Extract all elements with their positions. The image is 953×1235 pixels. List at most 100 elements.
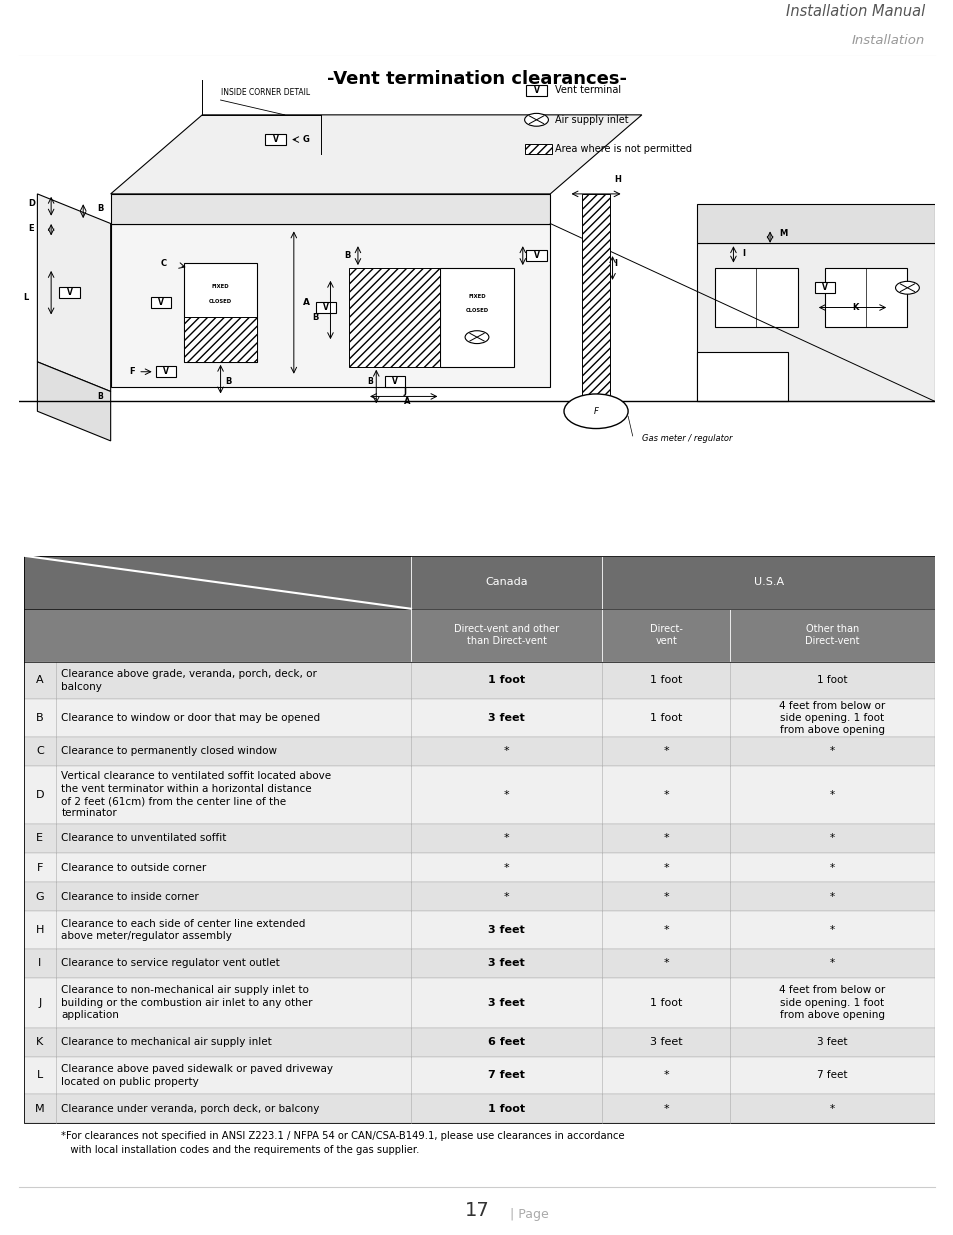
Text: CLOSED: CLOSED — [209, 299, 232, 304]
Text: 3 feet: 3 feet — [817, 1037, 847, 1047]
Bar — [411, 609, 601, 662]
Text: *: * — [662, 892, 668, 902]
Text: H: H — [614, 174, 620, 184]
Bar — [601, 609, 729, 662]
Text: 3 feet: 3 feet — [649, 1037, 681, 1047]
Text: *: * — [503, 746, 509, 756]
Text: Area where is not permitted: Area where is not permitted — [555, 144, 691, 154]
Text: 17: 17 — [464, 1202, 489, 1220]
Text: *: * — [503, 834, 509, 844]
Text: A: A — [36, 676, 44, 685]
Text: E: E — [36, 834, 43, 844]
Text: H: H — [35, 925, 44, 935]
Bar — [184, 263, 257, 362]
Text: *For clearances not specified in ANSI Z223.1 / NFPA 54 or CAN/CSA-B149.1, please: *For clearances not specified in ANSI Z2… — [61, 1131, 624, 1141]
Text: I: I — [614, 258, 617, 268]
Text: B: B — [97, 204, 103, 214]
Polygon shape — [37, 362, 111, 441]
Text: 3 feet: 3 feet — [488, 713, 524, 722]
Text: 7 feet: 7 feet — [817, 1071, 847, 1081]
Text: 1 foot: 1 foot — [649, 676, 681, 685]
Text: Direct-
vent: Direct- vent — [649, 625, 682, 646]
Text: J: J — [403, 387, 406, 396]
Text: G: G — [35, 892, 44, 902]
Text: Clearance to inside corner: Clearance to inside corner — [61, 892, 199, 902]
Text: INSIDE CORNER DETAIL: INSIDE CORNER DETAIL — [220, 88, 310, 96]
Text: V: V — [821, 283, 827, 293]
Text: Clearance under veranda, porch deck, or balcony: Clearance under veranda, porch deck, or … — [61, 1104, 319, 1114]
Text: OPERABLE: OPERABLE — [379, 314, 409, 319]
Text: J: J — [38, 998, 41, 1008]
Bar — [715, 268, 797, 327]
Text: Canada: Canada — [485, 577, 527, 588]
Text: *: * — [662, 862, 668, 873]
Bar — [24, 853, 934, 882]
Text: -Vent termination clearances-: -Vent termination clearances- — [327, 70, 626, 89]
Text: I: I — [741, 248, 745, 258]
Text: E: E — [29, 224, 33, 233]
Bar — [526, 85, 546, 95]
Text: A: A — [403, 396, 410, 406]
Bar — [440, 268, 513, 367]
Bar — [24, 609, 411, 662]
Text: V: V — [533, 85, 538, 95]
Text: Clearance to permanently closed window: Clearance to permanently closed window — [61, 746, 277, 756]
Text: V: V — [392, 377, 397, 387]
Text: F: F — [129, 367, 134, 377]
Text: D: D — [29, 199, 35, 209]
Text: Clearance to unventilated soffit: Clearance to unventilated soffit — [61, 834, 227, 844]
Text: V: V — [163, 367, 169, 377]
Text: *: * — [829, 925, 834, 935]
Text: *: * — [662, 746, 668, 756]
Text: Vent terminal: Vent terminal — [555, 85, 620, 95]
Bar — [411, 556, 601, 609]
Bar — [24, 882, 934, 911]
Text: 4 feet from below or
side opening. 1 foot
from above opening: 4 feet from below or side opening. 1 foo… — [779, 986, 884, 1020]
Bar — [349, 268, 440, 367]
Bar — [24, 766, 934, 824]
Text: 6 feet: 6 feet — [488, 1037, 525, 1047]
Bar — [265, 135, 285, 144]
Text: 3 feet: 3 feet — [488, 925, 524, 935]
Text: *: * — [829, 892, 834, 902]
Text: K: K — [36, 1037, 44, 1047]
Text: U.S.A: U.S.A — [753, 577, 783, 588]
Text: M: M — [779, 228, 786, 238]
Text: B: B — [367, 377, 373, 387]
Polygon shape — [696, 204, 934, 243]
Bar — [24, 1057, 934, 1094]
Text: B: B — [344, 251, 350, 261]
Bar — [581, 194, 609, 401]
Text: Installation: Installation — [851, 35, 924, 47]
Bar — [315, 303, 335, 312]
Text: C: C — [36, 746, 44, 756]
Bar — [155, 367, 175, 377]
Text: 3 feet: 3 feet — [488, 998, 524, 1008]
Text: *: * — [662, 1104, 668, 1114]
Text: L: L — [24, 293, 29, 303]
Text: F: F — [593, 406, 598, 416]
Bar — [601, 556, 934, 609]
Text: Clearance to window or door that may be opened: Clearance to window or door that may be … — [61, 713, 320, 722]
Text: D: D — [35, 790, 44, 800]
Text: 3 feet: 3 feet — [488, 958, 524, 968]
Text: *: * — [829, 862, 834, 873]
Text: *: * — [662, 790, 668, 800]
Text: B: B — [385, 377, 392, 387]
Text: V: V — [67, 288, 72, 298]
Bar — [526, 251, 546, 261]
Text: K: K — [852, 303, 858, 312]
Text: Clearance to outside corner: Clearance to outside corner — [61, 862, 206, 873]
Text: *: * — [503, 862, 509, 873]
Polygon shape — [111, 115, 641, 194]
Circle shape — [895, 282, 919, 294]
Text: Air supply inlet: Air supply inlet — [555, 115, 628, 125]
Text: *: * — [662, 925, 668, 935]
Text: 1 foot: 1 foot — [649, 713, 681, 722]
Text: 1 foot: 1 foot — [488, 1104, 525, 1114]
Text: B: B — [36, 713, 44, 722]
Text: B: B — [312, 312, 318, 322]
Text: *: * — [662, 834, 668, 844]
Text: C: C — [161, 258, 167, 268]
Text: V: V — [273, 135, 278, 144]
